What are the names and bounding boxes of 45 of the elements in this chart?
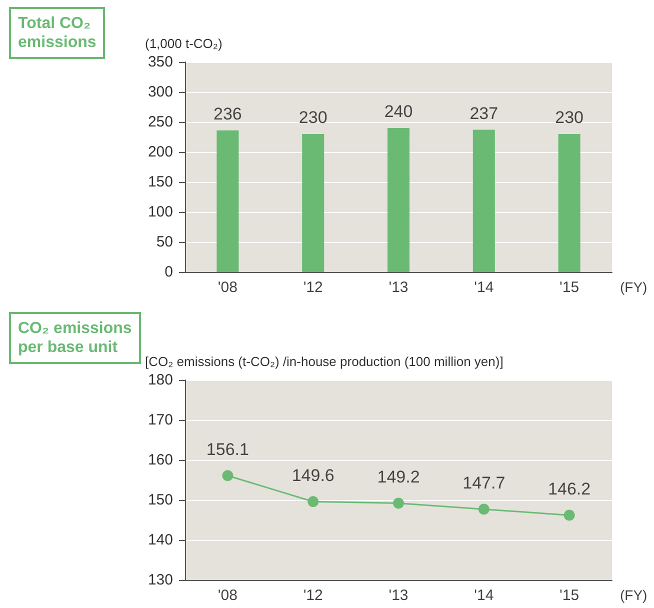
data-label: 236 xyxy=(214,104,242,124)
data-label: 230 xyxy=(555,108,584,127)
x-tick-label: '14 xyxy=(474,279,494,296)
y-axis-title: (1,000 t-CO₂) xyxy=(145,36,222,51)
data-label: 230 xyxy=(298,108,328,127)
x-tick-label: '08 xyxy=(218,279,238,296)
point xyxy=(393,498,404,509)
y-tick-label: 180 xyxy=(148,372,173,388)
data-label: 146.2 xyxy=(548,480,591,499)
x-tick-label: '13 xyxy=(388,279,408,296)
y-tick-label: 200 xyxy=(148,144,173,160)
x-tick-label: '12 xyxy=(303,587,323,604)
data-label: 156.1 xyxy=(206,440,249,460)
x-tick-label: '14 xyxy=(474,587,494,604)
y-tick-label: 130 xyxy=(148,572,173,588)
x-tick-label: '15 xyxy=(560,587,580,604)
point xyxy=(564,510,575,521)
data-label: 149.2 xyxy=(377,468,420,487)
y-tick-label: 100 xyxy=(148,204,173,220)
y-tick-label: 300 xyxy=(148,84,173,100)
chart-title: Total CO₂ emissions xyxy=(18,15,96,51)
y-tick-label: 170 xyxy=(148,412,173,428)
point xyxy=(222,470,234,482)
x-tick-label: '08 xyxy=(218,587,238,604)
x-tick-label: '12 xyxy=(303,279,323,296)
x-tick-label: '13 xyxy=(388,587,408,604)
y-tick-label: 150 xyxy=(148,492,173,508)
data-label: 240 xyxy=(384,102,413,121)
y-tick-label: 160 xyxy=(148,452,173,468)
data-label: 149.6 xyxy=(292,466,334,486)
chart-title: CO₂ emissions per base unit xyxy=(18,320,132,356)
y-tick-label: 150 xyxy=(148,174,173,190)
y-tick-label: 350 xyxy=(148,54,173,70)
y-tick-label: 140 xyxy=(148,532,173,548)
point xyxy=(308,496,319,508)
point xyxy=(478,504,490,515)
data-label: 237 xyxy=(470,104,498,123)
y-tick-label: 50 xyxy=(156,234,173,250)
data-label: 147.7 xyxy=(462,474,506,493)
y-axis-title: [CO₂ emissions (t-CO₂) /in-house production (100 million yen)] xyxy=(145,354,504,369)
x-axis-title: (FY) xyxy=(620,279,648,295)
y-tick-label: 0 xyxy=(164,264,173,280)
x-tick-label: '15 xyxy=(560,279,580,296)
y-tick-label: 250 xyxy=(148,114,173,130)
x-axis-title: (FY) xyxy=(620,587,648,603)
